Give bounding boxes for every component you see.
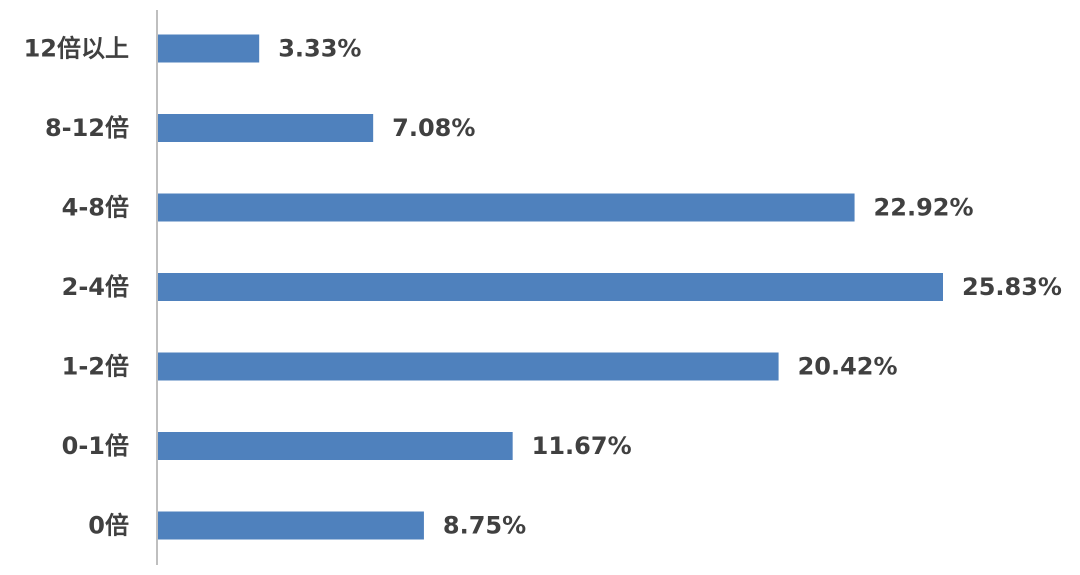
category-label-1: 8-12倍 xyxy=(45,114,129,142)
category-labels-group: 12倍以上 8-12倍 4-8倍 2-4倍 1-2倍 0-1倍 0倍 xyxy=(24,35,129,540)
category-label-4: 1-2倍 xyxy=(62,353,129,381)
bar-1 xyxy=(158,114,374,142)
data-labels-group: 3.33% 7.08% 22.92% 25.83% 20.42% 11.67% 8.75% xyxy=(278,35,1062,540)
bar-6 xyxy=(158,511,424,540)
value-label-5: 11.67% xyxy=(532,432,632,460)
value-label-2: 22.92% xyxy=(874,194,974,222)
value-label-6: 8.75% xyxy=(443,512,526,540)
category-label-5: 0-1倍 xyxy=(62,432,129,460)
bar-0 xyxy=(158,34,260,63)
value-label-0: 3.33% xyxy=(278,35,361,63)
bars-group xyxy=(158,34,943,540)
category-label-6: 0倍 xyxy=(88,512,129,540)
value-label-4: 20.42% xyxy=(798,353,898,381)
category-label-3: 2-4倍 xyxy=(62,273,129,301)
value-label-1: 7.08% xyxy=(392,114,475,142)
bar-5 xyxy=(158,432,513,460)
bar-4 xyxy=(158,352,779,381)
bar-3 xyxy=(158,273,943,301)
category-label-2: 4-8倍 xyxy=(62,194,129,222)
bar-2 xyxy=(158,193,855,222)
value-label-3: 25.83% xyxy=(962,273,1062,301)
category-label-0: 12倍以上 xyxy=(24,35,129,63)
